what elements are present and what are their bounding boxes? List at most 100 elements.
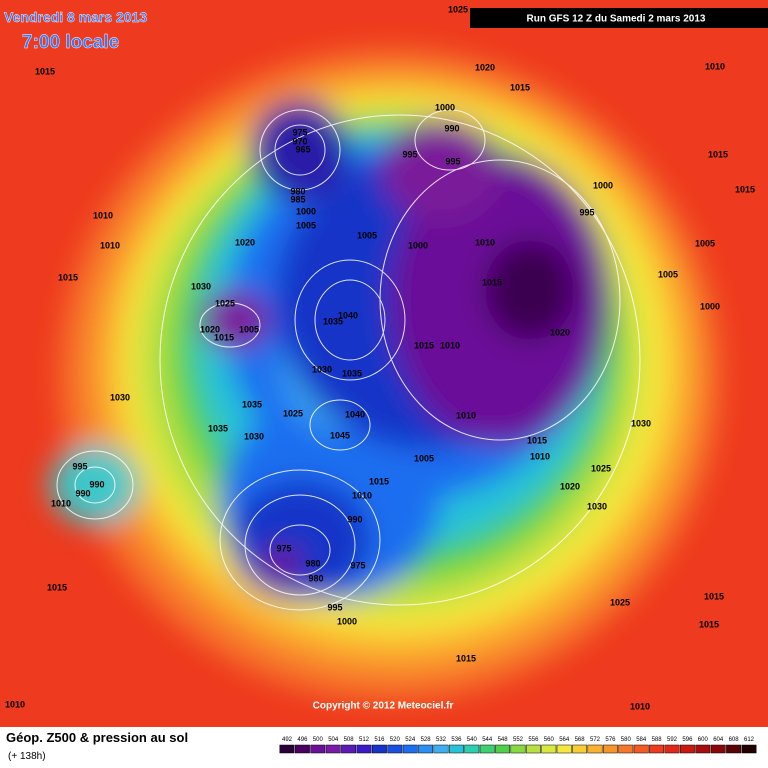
pressure-label: 1030 — [587, 501, 607, 511]
pressure-label: 1015 — [704, 591, 724, 601]
pressure-label: 1020 — [550, 327, 570, 337]
legend-swatch — [448, 744, 464, 754]
pressure-label: 1030 — [244, 431, 264, 441]
legend-swatch — [495, 744, 511, 754]
legend-swatch — [587, 744, 603, 754]
pressure-label: 1015 — [369, 476, 389, 486]
legend-swatch — [541, 744, 557, 754]
pressure-label: 1010 — [93, 210, 113, 220]
legend-tick-label: 604 — [713, 737, 724, 743]
isobars — [56, 109, 641, 611]
pressure-label: 1010 — [440, 340, 460, 350]
legend-tick-label: 568 — [575, 737, 586, 743]
pressure-label: 975 — [350, 560, 365, 570]
legend-tick-label: 560 — [544, 737, 555, 743]
pressure-label: 980 — [290, 186, 305, 196]
legend-tick-label: 504 — [328, 737, 339, 743]
pressure-label: 1005 — [658, 269, 678, 279]
pressure-label: 990 — [89, 479, 104, 489]
pressure-label: 1015 — [699, 619, 719, 629]
lead-time: (+ 138h) — [8, 751, 46, 762]
pressure-label: 1035 — [208, 423, 228, 433]
pressure-label: 1015 — [510, 82, 530, 92]
pressure-label: 1010 — [456, 410, 476, 420]
legend-tick-label: 516 — [374, 737, 385, 743]
pressure-label: 995 — [402, 149, 417, 159]
legend-tick-label: 532 — [436, 737, 447, 743]
pressure-label: 1025 — [591, 463, 611, 473]
pressure-label: 1035 — [242, 399, 262, 409]
pressure-label: 965 — [295, 144, 310, 154]
legend-swatch — [402, 744, 418, 754]
pressure-label: 1010 — [530, 451, 550, 461]
pressure-label: 975 — [276, 543, 291, 553]
legend-swatch — [510, 744, 526, 754]
pressure-label: 985 — [290, 194, 305, 204]
pressure-label: 1005 — [357, 230, 377, 240]
pressure-label: 1010 — [5, 699, 25, 709]
legend-tick-label: 544 — [482, 737, 493, 743]
pressure-label: 980 — [308, 573, 323, 583]
legend-swatch — [556, 744, 572, 754]
legend-tick-label: 612 — [744, 737, 755, 743]
legend-tick-label: 580 — [621, 737, 632, 743]
pressure-label: 1020 — [560, 481, 580, 491]
pressure-label: 1010 — [100, 240, 120, 250]
legend-swatch — [310, 744, 326, 754]
pressure-label: 1020 — [235, 237, 255, 247]
legend-tick-label: 500 — [313, 737, 324, 743]
legend-tick-label: 564 — [559, 737, 570, 743]
legend-tick-label: 520 — [390, 737, 401, 743]
legend-tick-label: 592 — [667, 737, 678, 743]
pressure-label: 1010 — [475, 237, 495, 247]
pressure-label: 1000 — [296, 206, 316, 216]
legend-swatch — [341, 744, 357, 754]
pressure-label: 995 — [579, 207, 594, 217]
legend-tick-label: 508 — [344, 737, 355, 743]
map-field — [0, 0, 768, 727]
legend-tick-label: 552 — [513, 737, 524, 743]
legend-swatch — [433, 744, 449, 754]
legend-tick-label: 556 — [528, 737, 539, 743]
pressure-label: 1010 — [630, 701, 650, 711]
legend-tick-label: 528 — [421, 737, 432, 743]
legend-tick-label: 588 — [652, 737, 663, 743]
legend-swatch — [695, 744, 711, 754]
pressure-label: 1015 — [527, 435, 547, 445]
legend-tick-label: 548 — [498, 737, 509, 743]
legend-swatch — [679, 744, 695, 754]
legend-swatch — [479, 744, 495, 754]
pressure-label: 1040 — [338, 310, 358, 320]
legend-swatch — [602, 744, 618, 754]
pressure-label: 1005 — [695, 238, 715, 248]
pressure-label: 1015 — [735, 184, 755, 194]
pressure-label: 995 — [327, 602, 342, 612]
pressure-label: 1040 — [345, 409, 365, 419]
legend-tick-label: 512 — [359, 737, 370, 743]
pressure-label: 995 — [445, 156, 460, 166]
legend-swatch — [325, 744, 341, 754]
legend-swatch — [741, 744, 757, 754]
legend-swatch — [649, 744, 665, 754]
legend-swatch — [294, 744, 310, 754]
legend-tick-label: 492 — [282, 737, 293, 743]
legend-tick-label: 600 — [698, 737, 709, 743]
pressure-label: 1005 — [239, 324, 259, 334]
pressure-label: 1025 — [610, 597, 630, 607]
pressure-label: 1030 — [631, 418, 651, 428]
legend-swatch — [279, 744, 295, 754]
legend-swatch — [418, 744, 434, 754]
pressure-label: 1000 — [435, 102, 455, 112]
pressure-label: 1010 — [705, 61, 725, 71]
forecast-time: 7:00 locale — [22, 32, 119, 53]
pressure-label: 1015 — [47, 582, 67, 592]
pressure-label: 1030 — [312, 364, 332, 374]
pressure-label: 1015 — [482, 277, 502, 287]
legend-swatch — [464, 744, 480, 754]
pressure-label: 1010 — [352, 490, 372, 500]
pressure-label: 1025 — [283, 408, 303, 418]
legend-tick-label: 596 — [682, 737, 693, 743]
legend-swatch — [371, 744, 387, 754]
